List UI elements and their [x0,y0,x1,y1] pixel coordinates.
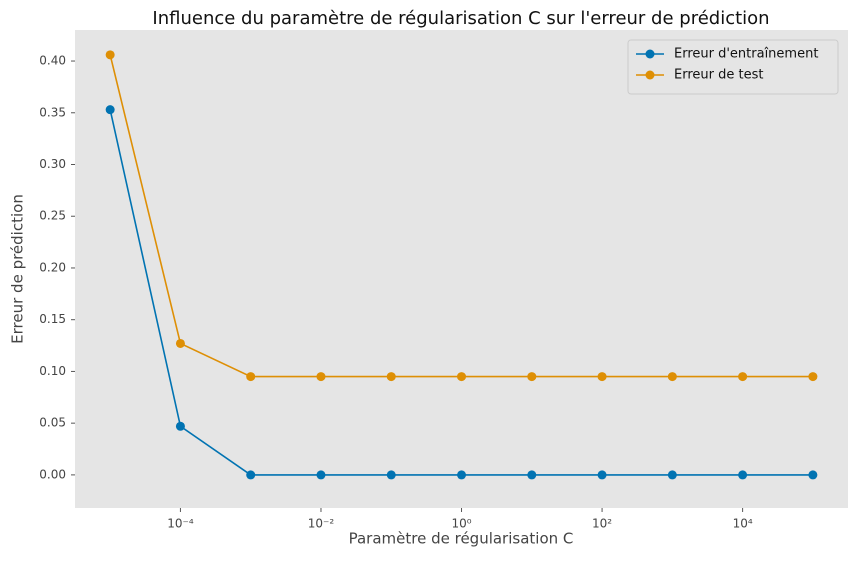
marker [667,372,677,382]
marker [738,470,748,480]
x-tick-label: 10⁴ [733,517,753,531]
marker [386,372,396,382]
marker [316,372,326,382]
x-tick-label: 10² [592,517,612,531]
legend-label: Erreur de test [674,68,763,83]
marker [246,372,256,382]
legend: Erreur d'entraînement Erreur de test [627,39,839,95]
marker [316,470,326,480]
marker [105,50,115,60]
x-tick-label: 10⁻⁴ [167,517,194,531]
y-tick-label: 0.15 [39,312,66,326]
marker [808,470,818,480]
marker [457,372,467,382]
legend-box [627,39,839,95]
chart-title: Influence du paramètre de régularisation… [152,8,769,29]
marker [738,372,748,382]
marker [597,372,607,382]
marker [246,470,256,480]
x-axis-label: Paramètre de régularisation C [349,530,574,548]
marker [457,470,467,480]
y-tick-label: 0.10 [39,364,66,378]
y-axis-label: Erreur de prédiction [9,194,27,344]
marker [386,470,396,480]
x-tick-label: 10⁰ [451,517,471,531]
y-tick-label: 0.00 [39,467,66,481]
marker [527,372,537,382]
marker [597,470,607,480]
marker [527,470,537,480]
marker [175,338,185,348]
marker [105,105,115,115]
x-tick-label: 10⁻² [308,517,335,531]
marker [808,372,818,382]
y-tick-label: 0.05 [39,416,66,430]
y-tick-label: 0.30 [39,157,66,171]
y-tick-label: 0.25 [39,209,66,223]
marker [175,421,185,431]
legend-marker [645,70,655,80]
plot-area [75,30,848,508]
y-tick-label: 0.35 [39,105,66,119]
marker [667,470,677,480]
legend-marker [645,49,655,59]
y-tick-label: 0.20 [39,260,66,274]
y-tick-label: 0.40 [39,54,66,68]
legend-label: Erreur d'entraînement [674,47,818,62]
